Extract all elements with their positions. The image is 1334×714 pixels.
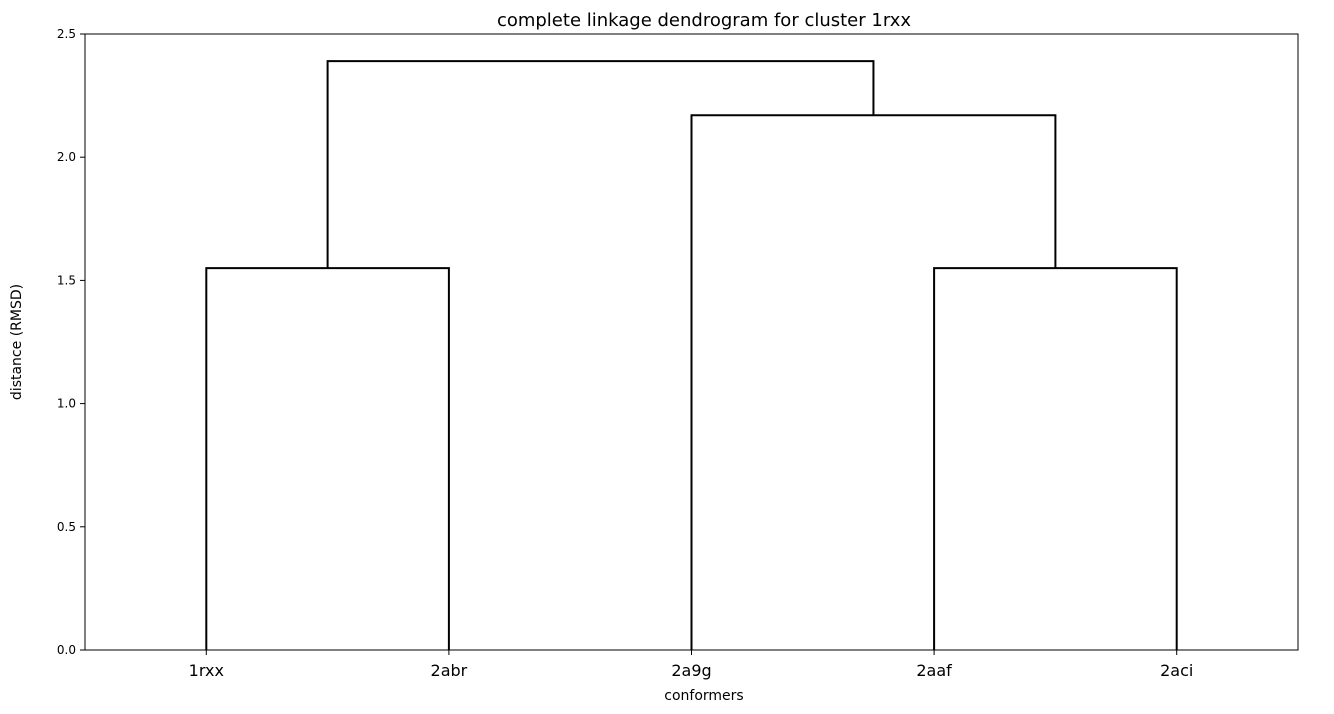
leaf-label-1rxx: 1rxx <box>189 661 224 680</box>
y-tick-label: 2.0 <box>57 150 76 164</box>
dendrogram-links <box>205 60 1178 650</box>
leaf-label-2abr: 2abr <box>431 661 468 680</box>
y-tick-label: 1.0 <box>57 397 76 411</box>
y-tick-label: 0.5 <box>57 520 76 534</box>
y-axis-ticks: 0.0 0.5 1.0 1.5 2.0 2.5 <box>57 27 85 657</box>
y-tick-label: 1.5 <box>57 273 76 287</box>
leaf-label-2a9g: 2a9g <box>671 661 711 680</box>
leaf-label-2aaf: 2aaf <box>916 661 952 680</box>
chart-title: complete linkage dendrogram for cluster … <box>497 10 911 31</box>
leaf-label-2aci: 2aci <box>1160 661 1193 680</box>
x-axis-label: conformers <box>664 688 743 704</box>
dendrogram-link-1rxx+2abr-2a9g+2aaf+2aci <box>326 60 875 269</box>
x-axis-ticks: 1rxx 2abr 2a9g 2aaf 2aci <box>189 650 1193 680</box>
y-axis-label: distance (RMSD) <box>9 284 25 400</box>
dendrogram-link-1rxx-2abr <box>205 267 450 650</box>
dendrogram-link-2a9g-2aaf+2aci <box>690 114 1057 650</box>
y-tick-label: 2.5 <box>57 27 76 41</box>
y-tick-label: 0.0 <box>57 643 76 657</box>
dendrogram-link-2aaf-2aci <box>933 267 1178 650</box>
